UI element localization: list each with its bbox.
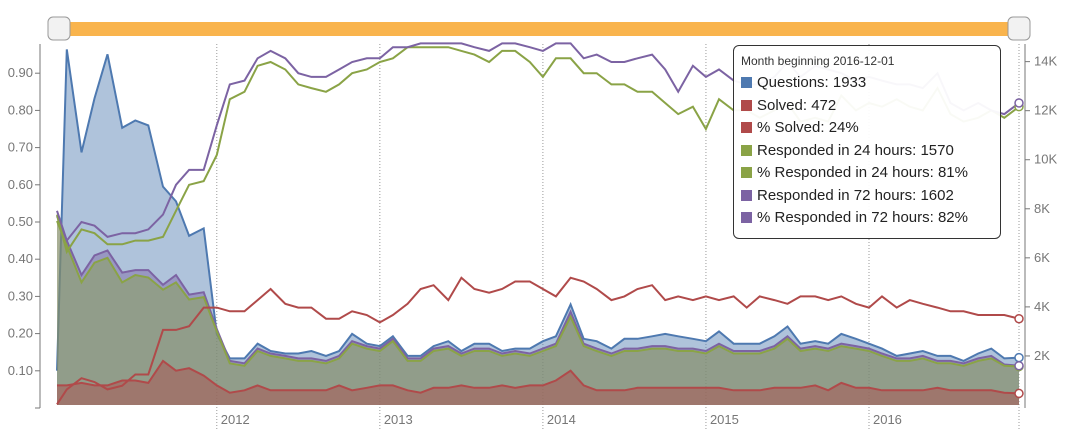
tooltip-row: Responded in 72 hours: 1602 [741,185,992,208]
x-tick-label: 2012 [221,412,250,427]
y-right-tick-label: 14K [1034,54,1057,69]
x-tick-label: 2015 [710,412,739,427]
hover-markers [1014,98,1024,399]
marker-solved [1014,388,1024,399]
tooltip-row-label: % Responded in 72 hours: 82% [757,209,968,226]
range-handle-right[interactable] [1007,16,1031,41]
marker-responded-in-72-hours [1014,360,1024,371]
area-responded-in-72-hours [57,216,1019,405]
tooltip-row-label: % Responded in 24 hours: 81% [757,164,968,181]
marker--solved [1014,313,1024,324]
tooltip-row-label: Responded in 24 hours: 1570 [757,141,954,159]
tooltip-rows: Questions: 1933 Solved: 472 % Solved: 24% R… [741,72,992,230]
y-left-tick-label: 0.90 [8,65,33,80]
y-right-tick-label: 6K [1034,250,1050,265]
x-tick-label: 2013 [384,412,413,427]
tooltip-row: Responded in 24 hours: 1570 [741,140,992,163]
y-left-tick-label: 0.20 [8,326,33,341]
legend-swatch [741,99,752,111]
range-selector [47,16,1031,41]
area-solved [57,360,1019,405]
area-questions [57,49,1019,406]
hover-tooltip: Month beginning 2016-12-01 Questions: 19… [733,45,1001,239]
line--solved [56,276,1020,405]
legend-swatch [741,144,752,156]
tooltip-row: % Responded in 24 hours: 81% [741,162,992,185]
marker--responded-in-72-hours [1014,98,1024,108]
y-left-tick-label: 0.10 [8,363,33,378]
y-left-tick-label: 0.60 [8,177,33,192]
y-left-tick-label: 0.50 [8,214,33,229]
range-bar [61,22,1019,36]
y-left-tick-label: 0.40 [8,251,33,266]
legend-swatch [741,122,752,133]
tooltip-row-label: Responded in 72 hours: 1602 [757,186,954,204]
tooltip-row: Questions: 1933 [741,72,992,95]
legend-swatch [741,77,752,88]
y-right-tick-label: 8K [1034,201,1050,216]
tooltip-row-label: % Solved: 24% [757,119,859,136]
tooltip-row: Solved: 472 [741,95,992,118]
legend-swatch [741,212,752,223]
x-tick-label: 2014 [547,412,576,427]
axes: 2012 2013 2014 2015 2016 0.10 0.20 0.30 0.40 0.50… [8,44,1057,427]
area-outline-questions [56,49,1020,371]
x-tick-label: 2016 [873,412,902,427]
tooltip-title: Month beginning 2016-12-01 [741,54,895,68]
area-outline-solved [57,359,1020,395]
area-outline-responded-in-72-hours [56,215,1020,367]
area-responded-in-24-hours [57,221,1019,405]
tooltip-row: % Solved: 24% [741,117,992,140]
marker-questions [1014,352,1024,363]
y-left-tick-label: 0.70 [8,140,33,155]
tooltip-row-label: Solved: 472 [757,96,837,114]
tooltip-row: % Responded in 72 hours: 82% [741,207,992,230]
y-right-tick-label: 12K [1034,103,1057,118]
legend-swatch [741,167,752,178]
tooltip-row-label: Questions: 1933 [757,74,867,91]
y-right-tick-label: 4K [1034,299,1050,314]
series-areas [56,49,1020,406]
area-outline-responded-in-24-hours [56,220,1020,368]
y-left-tick-label: 0.30 [8,288,33,303]
legend-swatch [741,189,752,201]
range-handle-left[interactable] [47,16,71,41]
y-right-tick-label: 10K [1034,152,1057,167]
y-left-tick-label: 0.80 [8,102,33,117]
y-right-tick-label: 2K [1034,348,1050,363]
